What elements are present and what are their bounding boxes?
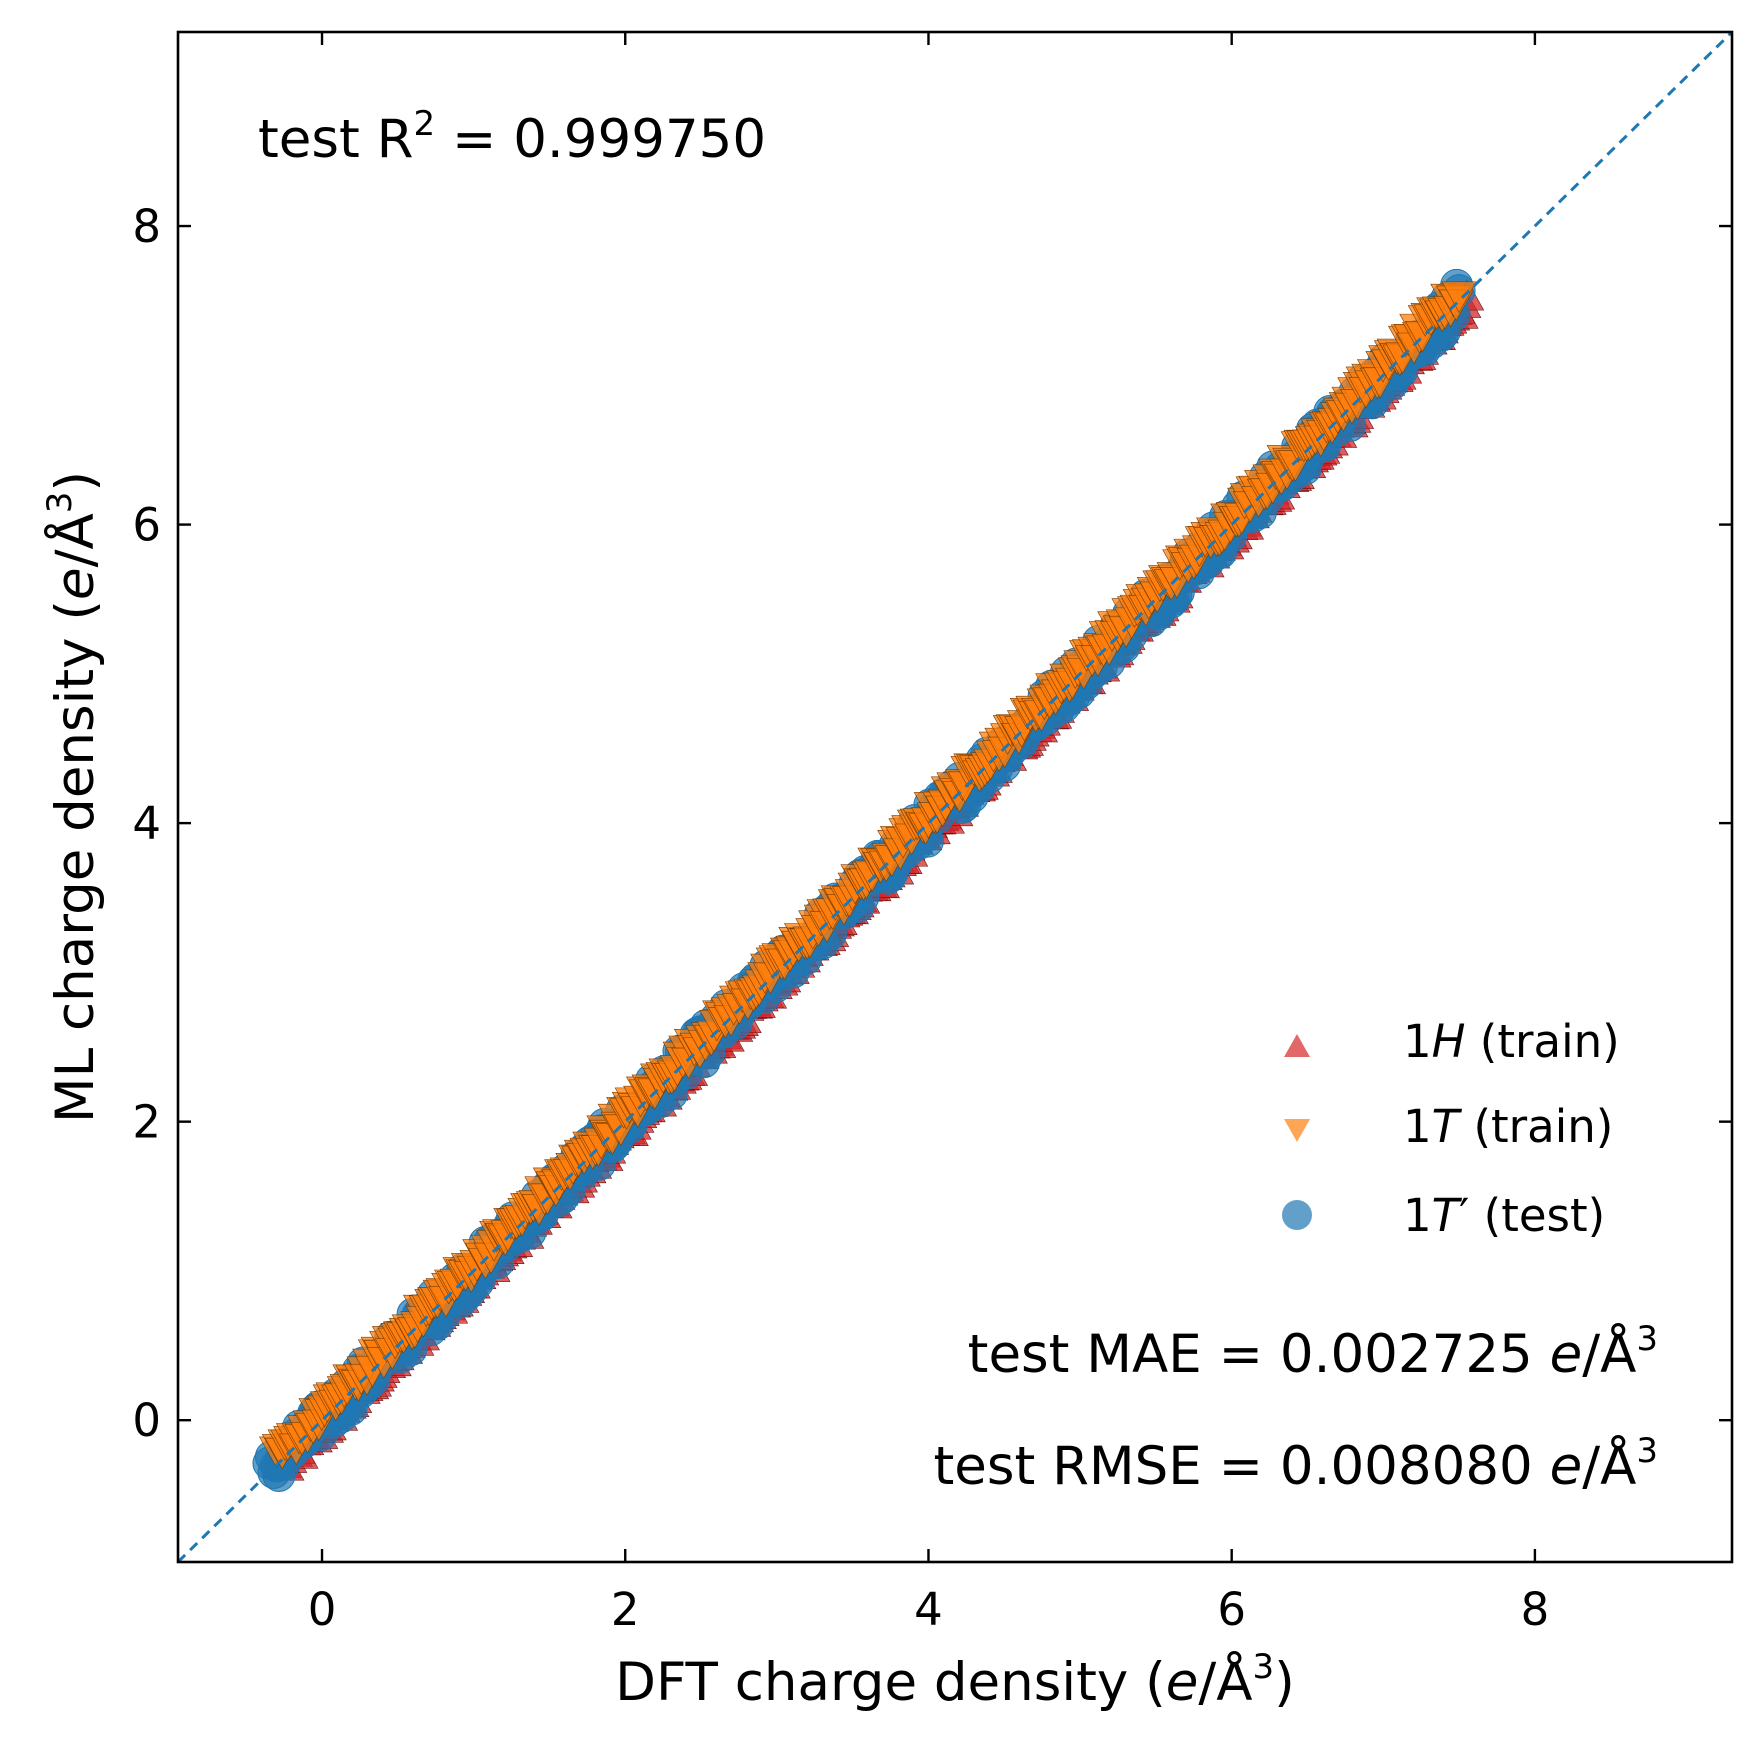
legend-marker-triangle-down <box>1284 1119 1310 1142</box>
y-tick-label: 4 <box>132 797 161 850</box>
legend-1tp-var: T <box>1432 1189 1463 1242</box>
y-unit-sup: 3 <box>40 492 80 514</box>
mae-unit-superscript: 3 <box>1636 1319 1658 1359</box>
legend: 1H (train) 1T (train) 1T′ (test) <box>1282 1015 1620 1242</box>
x-tick-label: 4 <box>914 1583 943 1636</box>
y-tick-label: 0 <box>132 1394 161 1447</box>
rmse-annotation: test RMSE = 0.008080 e/Å3 <box>933 1431 1658 1497</box>
y-axis-title-text: ML charge density <box>45 638 106 1124</box>
x-tick-label: 8 <box>1521 1583 1550 1636</box>
legend-1t-rest: (train) <box>1459 1100 1613 1153</box>
point-1t-train <box>1441 281 1477 314</box>
x-tick-label: 0 <box>308 1583 337 1636</box>
x-axis-title: DFT charge density (e/Å3) <box>615 1647 1295 1713</box>
legend-1t-num: 1 <box>1403 1100 1432 1153</box>
x-unit-slash: /Å <box>1198 1649 1252 1713</box>
legend-item-1h-train: 1H (train) <box>1284 1015 1620 1068</box>
legend-marker-triangle-up <box>1284 1034 1310 1057</box>
y-unit-open: ( <box>45 600 106 621</box>
legend-1tp-num: 1 <box>1403 1189 1432 1242</box>
x-tick-label: 2 <box>611 1583 640 1636</box>
legend-label-1t-train: 1T (train) <box>1403 1100 1613 1153</box>
legend-1h-num: 1 <box>1403 1015 1432 1068</box>
mae-prefix: test MAE = 0.002725 <box>968 1324 1550 1385</box>
plot-frame <box>176 30 1734 1564</box>
y-unit-slash: /Å <box>42 513 106 567</box>
y-axis-title: ML charge density (e/Å3) <box>40 471 106 1123</box>
x-axis-title-text: DFT charge density <box>615 1652 1128 1713</box>
x-unit-sup: 3 <box>1253 1647 1275 1687</box>
x-unit-var: e <box>1166 1652 1199 1713</box>
r2-superscript: 2 <box>413 104 435 144</box>
r2-prefix: test R <box>258 109 413 170</box>
legend-label-1h-train: 1H (train) <box>1403 1015 1620 1068</box>
legend-item-1tprime-test: 1T′ (test) <box>1282 1189 1605 1242</box>
legend-1tp-rest: (test) <box>1469 1189 1605 1242</box>
mae-unit-var: e <box>1550 1324 1583 1385</box>
y-unit-var: e <box>45 567 106 600</box>
axis-ticks: 0 2 4 6 8 0 2 4 6 8 <box>132 32 1732 1636</box>
y-unit-close: ) <box>45 471 106 492</box>
y-tick-label: 2 <box>132 1096 161 1149</box>
rmse-unit: /Å <box>1582 1433 1636 1497</box>
x-tick-label: 6 <box>1217 1583 1246 1636</box>
r2-value: = 0.999750 <box>435 109 766 170</box>
legend-1tp-prime: ′ <box>1459 1189 1469 1242</box>
legend-1h-rest: (train) <box>1465 1015 1619 1068</box>
y-tick-label: 8 <box>132 200 161 253</box>
data-points <box>252 268 1485 1492</box>
rmse-prefix: test RMSE = 0.008080 <box>933 1436 1549 1497</box>
x-unit-close: ) <box>1274 1652 1295 1713</box>
rmse-unit-superscript: 3 <box>1636 1431 1658 1471</box>
y-tick-label: 6 <box>132 499 161 552</box>
mae-annotation: test MAE = 0.002725 e/Å3 <box>968 1319 1658 1385</box>
legend-1h-var: H <box>1432 1015 1466 1068</box>
rmse-unit-var: e <box>1550 1436 1583 1497</box>
identity-reference-line <box>178 32 1732 1562</box>
legend-1t-var: T <box>1432 1100 1463 1153</box>
legend-marker-circle <box>1282 1200 1312 1230</box>
x-unit-open: ( <box>1145 1652 1166 1713</box>
r2-annotation: test R2 = 0.999750 <box>258 104 766 170</box>
mae-unit: /Å <box>1582 1321 1636 1385</box>
legend-item-1t-train: 1T (train) <box>1284 1100 1613 1153</box>
y-axis-unit-space <box>45 621 106 638</box>
legend-label-1tprime-test: 1T′ (test) <box>1403 1189 1605 1242</box>
x-axis-unit-open <box>1128 1652 1145 1713</box>
